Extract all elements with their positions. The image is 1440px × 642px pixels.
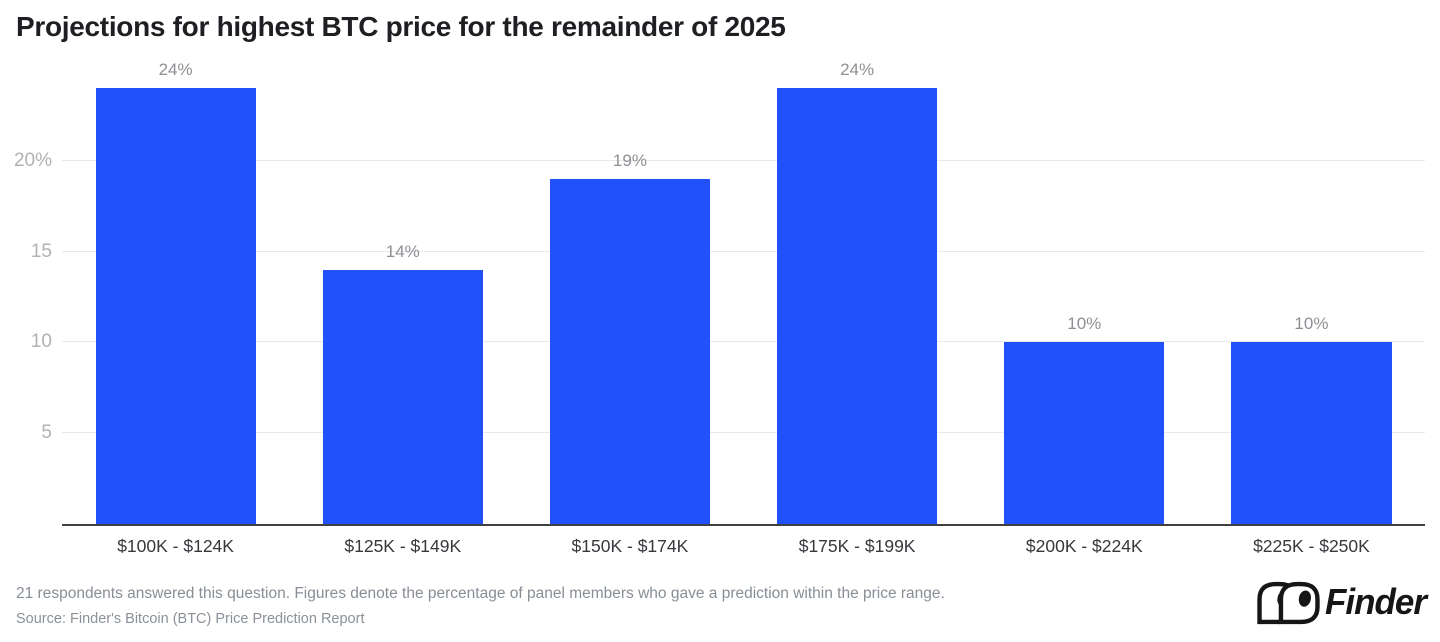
x-category-label: $150K - $174K xyxy=(571,536,689,556)
plot-area: 5 10 15 20% 24% 14% 19% 24% 10% 10% $100K - $124… xyxy=(14,52,1425,556)
bar-column: 19% xyxy=(516,52,743,524)
chart-title: Projections for highest BTC price for th… xyxy=(16,11,786,42)
finder-logo: Finder xyxy=(1257,580,1427,626)
gridlines xyxy=(62,52,1425,524)
bar-value-label: 24% xyxy=(840,60,875,79)
bar-column: 14% xyxy=(289,52,516,524)
bar xyxy=(549,179,710,524)
gridline xyxy=(62,251,1425,252)
bar-value-label: 24% xyxy=(158,60,193,79)
footnote: 21 respondents answered this question. F… xyxy=(16,585,945,602)
bar-value-label: 19% xyxy=(612,151,647,170)
gridline xyxy=(62,341,1425,342)
bar xyxy=(322,270,483,524)
bar-column: 24% xyxy=(744,52,971,524)
y-tick-label: 5 xyxy=(41,422,52,443)
bar xyxy=(777,88,938,524)
x-axis-line xyxy=(62,524,1425,526)
finder-eyes-icon xyxy=(1257,581,1320,625)
y-tick-label: 20% xyxy=(13,150,52,171)
x-category-label: $200K - $224K xyxy=(1025,536,1143,556)
source-note: Source: Finder's Bitcoin (BTC) Price Pre… xyxy=(16,611,365,627)
bar-series: 24% 14% 19% 24% 10% 10% xyxy=(62,52,1425,524)
x-axis-labels: $100K - $124K $125K - $149K $150K - $174K $… xyxy=(62,524,1425,557)
finder-logo-text: Finder xyxy=(1325,582,1427,623)
bar-column: 10% xyxy=(1198,52,1425,524)
bar-value-label: 14% xyxy=(385,242,420,261)
bar xyxy=(95,88,256,524)
x-category-label: $100K - $124K xyxy=(117,536,234,556)
bar-column: 24% xyxy=(62,52,289,524)
y-axis: 5 10 15 20% xyxy=(14,52,1425,524)
y-tick-label: 15 xyxy=(30,241,52,262)
bar-column: 10% xyxy=(971,52,1198,524)
y-tick-label: 10 xyxy=(30,331,52,352)
gridline xyxy=(62,160,1425,161)
bar xyxy=(1231,342,1392,524)
x-category-label: $125K - $149K xyxy=(344,536,462,556)
bar-value-label: 10% xyxy=(1294,314,1329,333)
bar-value-label: 10% xyxy=(1067,314,1102,333)
x-category-label: $225K - $250K xyxy=(1253,536,1370,556)
gridline xyxy=(62,432,1425,433)
bar xyxy=(1004,342,1165,524)
x-category-label: $175K - $199K xyxy=(798,536,916,556)
